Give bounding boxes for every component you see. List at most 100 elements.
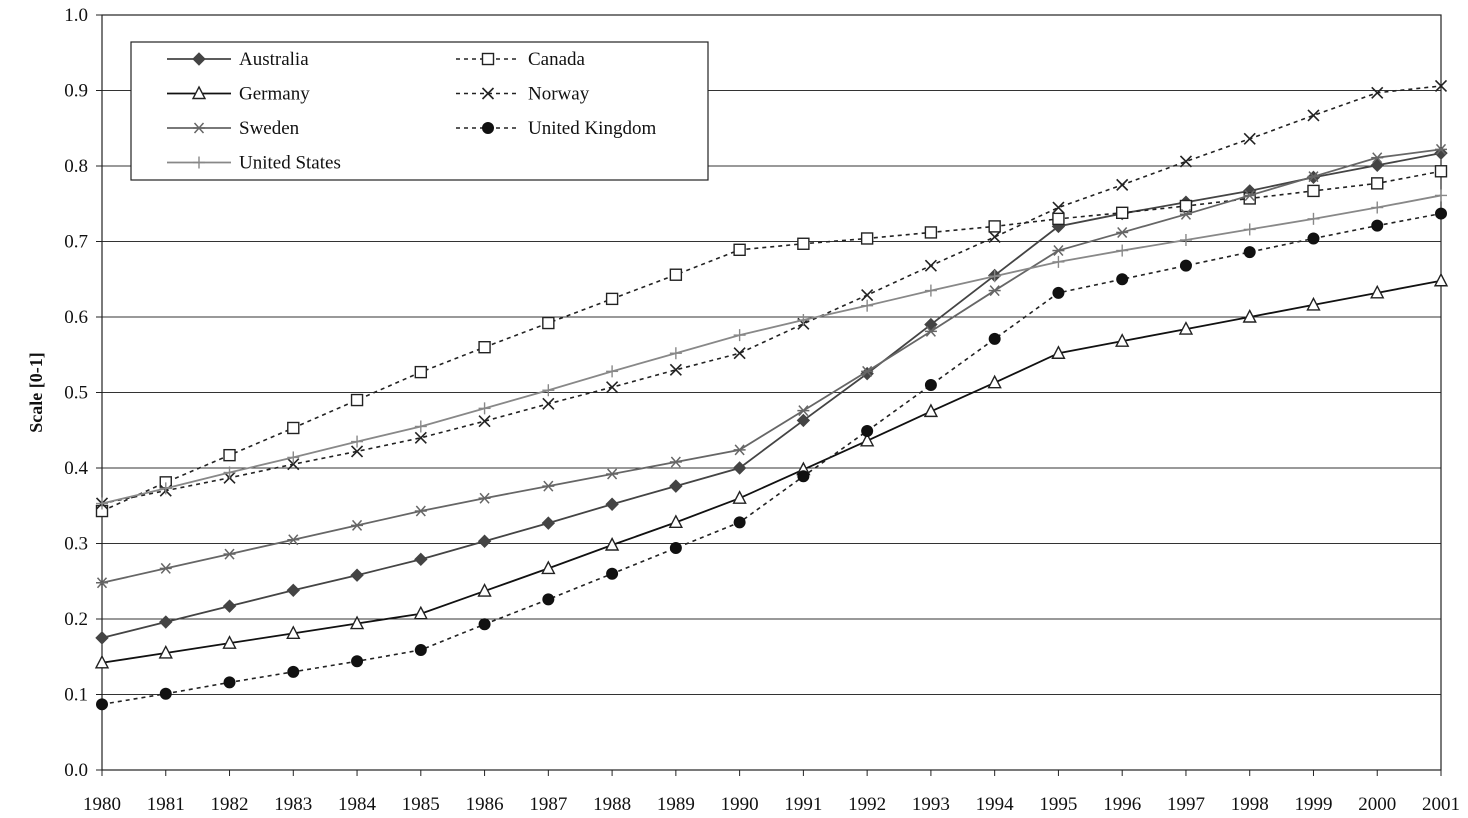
legend-box	[130, 41, 709, 181]
data-point-norway	[287, 458, 300, 471]
data-point-united-kingdom	[542, 593, 555, 606]
data-point-norway	[988, 230, 1001, 244]
data-point-canada	[414, 365, 428, 379]
data-point-canada	[1371, 177, 1384, 190]
data-point-sweden	[478, 492, 491, 504]
data-point-germany	[286, 625, 301, 640]
x-tick-label: 1981	[147, 794, 185, 815]
data-point-united-states	[1371, 201, 1384, 214]
x-tick-label: 1983	[274, 794, 312, 815]
data-point-united-states	[287, 451, 300, 464]
data-point-canada	[223, 448, 236, 462]
data-point-united-kingdom	[96, 698, 108, 711]
data-point-norway	[1116, 178, 1129, 191]
x-tick-label: 1996	[1103, 794, 1141, 815]
data-point-united-states	[733, 329, 746, 342]
data-point-canada	[1179, 199, 1193, 213]
data-point-germany	[1115, 333, 1130, 347]
data-point-canada	[669, 268, 683, 281]
legend-label: United States	[239, 153, 341, 174]
series-line-australia	[101, 152, 1442, 639]
data-point-united-states	[414, 420, 427, 433]
x-tick-label: 1984	[338, 794, 377, 815]
data-point-united-kingdom	[1243, 246, 1256, 259]
data-point-norway	[669, 363, 682, 376]
data-point-united-states	[924, 284, 937, 297]
legend-item-sweden: Sweden	[167, 118, 300, 139]
y-tick-label: 0.2	[64, 609, 88, 630]
y-tick-label: 0.0	[64, 760, 88, 781]
x-tick-label: 1992	[848, 794, 886, 815]
data-point-australia	[286, 583, 300, 598]
data-point-germany	[1433, 272, 1449, 287]
data-point-united-kingdom	[924, 378, 937, 391]
data-point-norway	[350, 445, 364, 458]
data-point-canada	[542, 316, 555, 330]
series-line-canada	[101, 170, 1442, 512]
data-point-united-kingdom	[606, 567, 619, 580]
data-point-canada	[350, 393, 364, 407]
data-point-germany	[732, 490, 747, 504]
data-point-australia	[796, 413, 811, 428]
legend-item-canada: Canada	[456, 49, 586, 70]
data-point-canada	[797, 237, 810, 250]
data-point-united-kingdom	[1116, 273, 1129, 286]
x-tick-label: 1986	[466, 794, 504, 815]
data-point-united-states	[669, 347, 682, 360]
data-point-united-states	[797, 314, 810, 327]
data-point-germany	[1370, 284, 1385, 299]
x-tick-label: 1987	[529, 794, 567, 815]
data-point-canada	[1052, 212, 1065, 226]
legend-marker-united-states	[193, 156, 205, 169]
y-tick-label: 0.7	[64, 232, 88, 253]
data-point-canada	[1434, 165, 1448, 178]
data-point-canada	[1115, 206, 1129, 220]
y-tick-label: 0.6	[64, 307, 88, 328]
data-point-sweden	[1116, 226, 1129, 238]
data-point-germany	[1306, 296, 1321, 311]
legend-marker-sweden	[193, 122, 205, 134]
data-point-united-states	[1435, 189, 1447, 202]
legend-marker-canada	[481, 52, 495, 66]
data-point-united-kingdom	[351, 655, 364, 668]
data-point-australia	[541, 516, 556, 530]
data-point-canada	[478, 341, 491, 354]
data-point-germany	[158, 644, 173, 659]
legend-marker-united-kingdom	[482, 122, 494, 134]
data-point-united-kingdom	[159, 687, 172, 700]
data-point-united-states	[159, 482, 172, 495]
data-point-canada	[287, 421, 300, 435]
data-point-united-states	[988, 270, 1001, 283]
data-point-australia	[732, 461, 747, 475]
data-point-united-kingdom	[287, 665, 300, 678]
legend-label: Sweden	[239, 118, 300, 139]
data-point-australia	[95, 631, 109, 645]
x-tick-label: 2001	[1422, 794, 1460, 815]
data-point-sweden	[414, 505, 427, 517]
data-point-sweden	[1179, 208, 1192, 220]
data-point-canada	[860, 232, 874, 245]
legend-item-australia: Australia	[167, 49, 309, 70]
series-layer	[94, 79, 1449, 711]
data-point-canada	[1243, 192, 1256, 205]
data-point-united-states	[351, 435, 364, 448]
data-point-norway	[1052, 201, 1065, 214]
y-tick-label: 0.9	[64, 81, 88, 102]
data-point-sweden	[223, 548, 236, 560]
data-point-germany	[1178, 321, 1194, 335]
data-point-united-states	[1116, 244, 1129, 257]
data-point-united-states	[606, 365, 619, 378]
data-point-united-states	[861, 299, 874, 312]
data-point-norway	[1243, 132, 1256, 145]
legend-label: United Kingdom	[528, 118, 656, 139]
data-point-germany	[604, 536, 620, 551]
data-point-germany	[477, 583, 492, 597]
legend: Australia Canada Germany Norway Sweden United…	[130, 41, 709, 181]
data-point-united-states	[1179, 233, 1192, 246]
data-point-germany	[668, 514, 684, 529]
data-point-united-kingdom	[669, 542, 682, 555]
x-tick-label: 1980	[83, 794, 121, 815]
data-point-sweden	[542, 480, 555, 492]
data-point-united-kingdom	[988, 332, 1001, 345]
